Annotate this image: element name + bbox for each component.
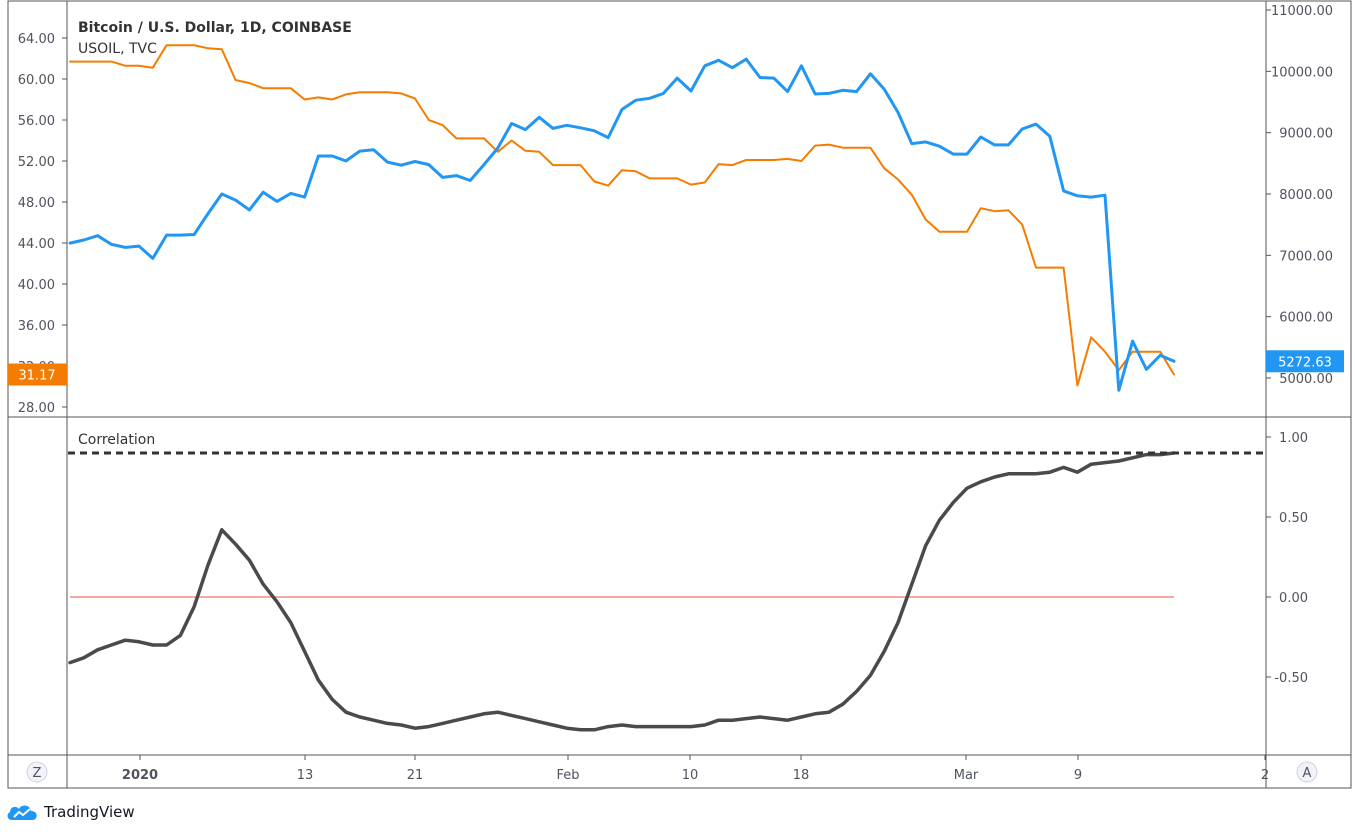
correlation-axis-tick-label: 0.50 <box>1279 511 1308 526</box>
left-axis-tick-label: 52.00 <box>18 155 55 170</box>
time-axis-tick-label: 10 <box>682 768 699 783</box>
time-axis-tick-label: 21 <box>407 768 424 783</box>
correlation-axis-tick-label: -0.50 <box>1274 671 1308 686</box>
auto-scale-button[interactable]: A <box>1296 761 1318 783</box>
usoil-last-value-badge <box>8 363 67 386</box>
left-axis-tick-label: 56.00 <box>18 114 55 129</box>
left-axis-tick-label: 44.00 <box>18 237 55 252</box>
bitcoin-series-group <box>68 57 1176 392</box>
right-axis-tick-label: 6000.00 <box>1279 311 1333 326</box>
left-axis-tick-label: 60.00 <box>18 73 55 88</box>
zoom-button[interactable]: Z <box>26 761 48 783</box>
correlation-series-group <box>68 451 1176 732</box>
last-value-labels: 5272.63 31.17 <box>8 350 1344 386</box>
tradingview-cloud-icon <box>7 805 37 820</box>
zoom-label: Z <box>33 766 42 781</box>
time-axis-tick-label: 18 <box>793 768 810 783</box>
right-axis-tick-label: 10000.00 <box>1271 65 1333 80</box>
right-axis-tick-label: 11000.00 <box>1271 4 1333 19</box>
right-axis-tick-label: 7000.00 <box>1279 249 1333 264</box>
main-chart-title: Bitcoin / U.S. Dollar, 1D, COINBASE <box>78 20 352 36</box>
correlation-axis-tick-label: 1.00 <box>1279 431 1308 446</box>
time-axis-tick-label: 2 <box>1261 768 1269 783</box>
chart-frame <box>7 0 1352 789</box>
left-axis-tick-label: 28.00 <box>18 401 55 416</box>
auto-scale-label: A <box>1303 766 1312 781</box>
usoil-legend: USOIL, TVC <box>78 41 157 57</box>
usoil-line <box>69 44 1175 387</box>
bitcoin-last-value-label: 5272.63 <box>1278 355 1332 370</box>
usoil-last-value-label: 31.17 <box>18 369 55 384</box>
time-axis-tick-label: 9 <box>1074 768 1082 783</box>
time-axis-tick-label: 13 <box>297 768 314 783</box>
time-axis-tick-label: Mar <box>954 768 979 783</box>
correlation-axis[interactable]: -0.50 0.00 0.50 1.00 <box>1266 431 1308 686</box>
correlation-title: Correlation <box>78 432 155 448</box>
usoil-series-group <box>69 44 1175 387</box>
left-axis-tick-label: 40.00 <box>18 278 55 293</box>
tradingview-logo[interactable]: TradingView <box>6 802 135 822</box>
time-axis-tick-label: Feb <box>556 768 579 783</box>
time-axis-tick-label: 2020 <box>122 768 158 783</box>
right-axis-tick-label: 9000.00 <box>1279 127 1333 142</box>
bitcoin-last-value-badge <box>1266 350 1344 373</box>
brand-name: TradingView <box>44 803 135 821</box>
time-axis[interactable]: 2020 13 21 Feb 10 18 Mar 9 2 <box>122 755 1269 783</box>
correlation-line <box>68 451 1176 732</box>
left-axis-tick-label: 48.00 <box>18 196 55 211</box>
right-price-axis[interactable]: 5000.00 6000.00 7000.00 8000.00 9000.00 10000… <box>1266 4 1333 387</box>
right-axis-tick-label: 8000.00 <box>1279 188 1333 203</box>
right-axis-tick-label: 5000.00 <box>1279 372 1333 387</box>
left-axis-tick-label: 36.00 <box>18 319 55 334</box>
bitcoin-line <box>68 57 1176 392</box>
correlation-axis-tick-label: 0.00 <box>1279 591 1308 606</box>
left-axis-tick-label: 64.00 <box>18 32 55 47</box>
